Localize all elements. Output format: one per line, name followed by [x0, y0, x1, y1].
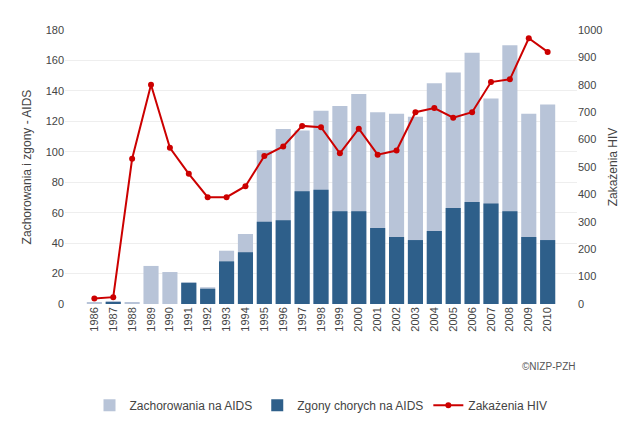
svg-text:Zgony chorych na AIDS: Zgony chorych na AIDS: [297, 399, 423, 413]
svg-text:300: 300: [578, 216, 596, 228]
svg-text:1988: 1988: [126, 307, 138, 331]
svg-text:Zakażenia HIV: Zakażenia HIV: [606, 128, 620, 207]
svg-text:1990: 1990: [163, 307, 175, 331]
svg-text:©NIZP-PZH: ©NIZP-PZH: [522, 361, 575, 372]
svg-text:140: 140: [46, 85, 64, 97]
svg-text:2005: 2005: [447, 307, 459, 331]
svg-text:2007: 2007: [485, 307, 497, 331]
svg-text:1998: 1998: [315, 307, 327, 331]
svg-text:2010: 2010: [541, 307, 553, 331]
svg-text:2000: 2000: [352, 307, 364, 331]
svg-text:40: 40: [52, 237, 64, 249]
svg-text:0: 0: [58, 298, 64, 310]
svg-text:Zachorowania na AIDS: Zachorowania na AIDS: [130, 399, 253, 413]
svg-text:20: 20: [52, 267, 64, 279]
svg-text:1992: 1992: [201, 307, 213, 331]
svg-text:2004: 2004: [428, 307, 440, 331]
svg-text:120: 120: [46, 115, 64, 127]
svg-text:80: 80: [52, 176, 64, 188]
svg-text:200: 200: [578, 243, 596, 255]
svg-text:1989: 1989: [145, 307, 157, 331]
svg-text:100: 100: [46, 146, 64, 158]
svg-text:Zachorowania i zgony - AIDS: Zachorowania i zgony - AIDS: [20, 90, 34, 245]
svg-text:400: 400: [578, 188, 596, 200]
svg-text:Zakażenia HIV: Zakażenia HIV: [468, 399, 547, 413]
svg-text:2006: 2006: [466, 307, 478, 331]
svg-text:2003: 2003: [409, 307, 421, 331]
svg-text:0: 0: [578, 298, 584, 310]
svg-text:1993: 1993: [220, 307, 232, 331]
svg-text:1991: 1991: [182, 307, 194, 331]
svg-text:800: 800: [578, 79, 596, 91]
svg-text:60: 60: [52, 207, 64, 219]
svg-text:100: 100: [578, 270, 596, 282]
svg-text:1987: 1987: [107, 307, 119, 331]
svg-text:1000: 1000: [578, 24, 602, 36]
svg-text:700: 700: [578, 106, 596, 118]
svg-text:180: 180: [46, 24, 64, 36]
svg-text:1999: 1999: [333, 307, 345, 331]
svg-text:2001: 2001: [371, 307, 383, 331]
svg-text:500: 500: [578, 161, 596, 173]
svg-text:2009: 2009: [522, 307, 534, 331]
svg-text:1986: 1986: [88, 307, 100, 331]
svg-text:1995: 1995: [258, 307, 270, 331]
svg-text:2002: 2002: [390, 307, 402, 331]
svg-text:1994: 1994: [239, 307, 251, 331]
svg-text:600: 600: [578, 133, 596, 145]
svg-text:2008: 2008: [503, 307, 515, 331]
svg-text:900: 900: [578, 51, 596, 63]
svg-text:1997: 1997: [296, 307, 308, 331]
svg-text:1996: 1996: [277, 307, 289, 331]
svg-text:160: 160: [46, 54, 64, 66]
